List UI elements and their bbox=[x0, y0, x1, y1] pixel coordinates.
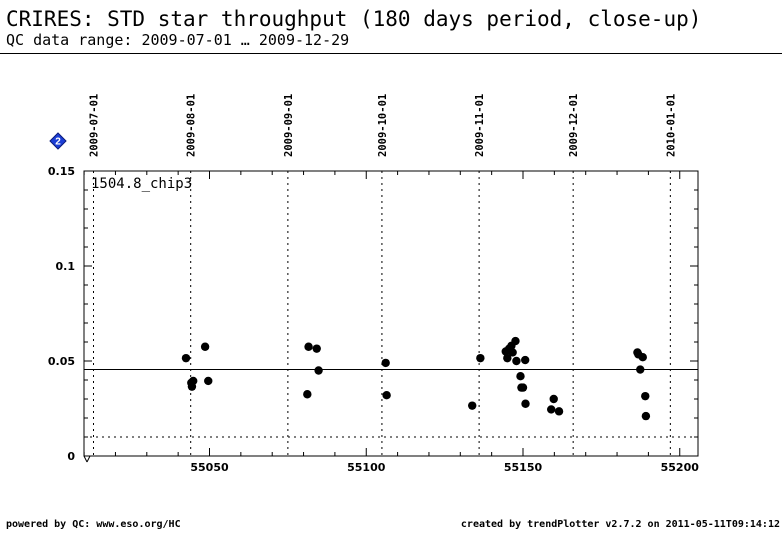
x-tick-label: 55050 bbox=[190, 461, 229, 474]
date-marker-label: 2009-12-01 bbox=[568, 94, 580, 157]
y-tick-label: 0.15 bbox=[48, 165, 75, 178]
data-point bbox=[554, 407, 564, 416]
data-point bbox=[521, 399, 530, 408]
plot-frame bbox=[83, 170, 699, 457]
date-marker-label: 2009-11-01 bbox=[474, 94, 486, 157]
date-marker-label: 2009-10-01 bbox=[377, 94, 389, 157]
x-tick-label: 55150 bbox=[504, 461, 543, 474]
footer-left: powered by QC: www.eso.org/HC bbox=[6, 519, 181, 530]
date-marker-label: 2009-07-01 bbox=[89, 94, 101, 157]
data-point bbox=[476, 353, 485, 363]
svg-text:2: 2 bbox=[55, 137, 61, 148]
data-point bbox=[638, 353, 647, 362]
data-point bbox=[468, 401, 477, 410]
y-tick-label: 0 bbox=[67, 450, 75, 463]
data-point bbox=[503, 353, 512, 363]
data-point bbox=[314, 366, 323, 375]
data-point bbox=[518, 383, 528, 392]
data-point bbox=[304, 342, 313, 351]
data-point bbox=[511, 336, 520, 346]
data-point bbox=[204, 376, 213, 386]
data-point bbox=[181, 353, 191, 363]
data-point bbox=[382, 391, 391, 400]
data-point bbox=[549, 394, 558, 404]
diamond-2-icon: 2 bbox=[49, 132, 67, 150]
page-title: CRIRES: STD star throughput (180 days pe… bbox=[6, 7, 702, 31]
data-point bbox=[547, 405, 556, 414]
data-point bbox=[512, 356, 521, 366]
data-point bbox=[381, 358, 390, 368]
data-point bbox=[520, 355, 530, 365]
panel-label: 1504.8_chip3 bbox=[91, 176, 192, 192]
y-tick-label: 0.05 bbox=[48, 355, 75, 368]
header-divider bbox=[0, 53, 782, 54]
data-point bbox=[508, 348, 517, 357]
date-marker-label: 2010-01-01 bbox=[665, 94, 677, 157]
data-point bbox=[188, 376, 198, 386]
x-tick-label: 55200 bbox=[661, 461, 700, 474]
axis-break-mark bbox=[86, 455, 91, 463]
data-point bbox=[312, 344, 321, 353]
data-point bbox=[200, 342, 210, 351]
date-marker-label: 2009-08-01 bbox=[186, 94, 198, 157]
data-point bbox=[303, 390, 312, 399]
axis-break-mark bbox=[83, 455, 88, 463]
y-tick-label: 0.1 bbox=[56, 260, 76, 273]
date-marker-label: 2009-09-01 bbox=[283, 94, 295, 157]
footer-right: created by trendPlotter v2.7.2 on 2011-0… bbox=[460, 519, 780, 530]
data-point bbox=[636, 365, 645, 374]
page-subtitle: QC data range: 2009-07-01 … 2009-12-29 bbox=[6, 31, 350, 49]
data-point bbox=[516, 372, 525, 381]
x-tick-label: 55100 bbox=[347, 461, 386, 474]
data-point bbox=[641, 411, 651, 421]
data-point bbox=[641, 391, 650, 401]
